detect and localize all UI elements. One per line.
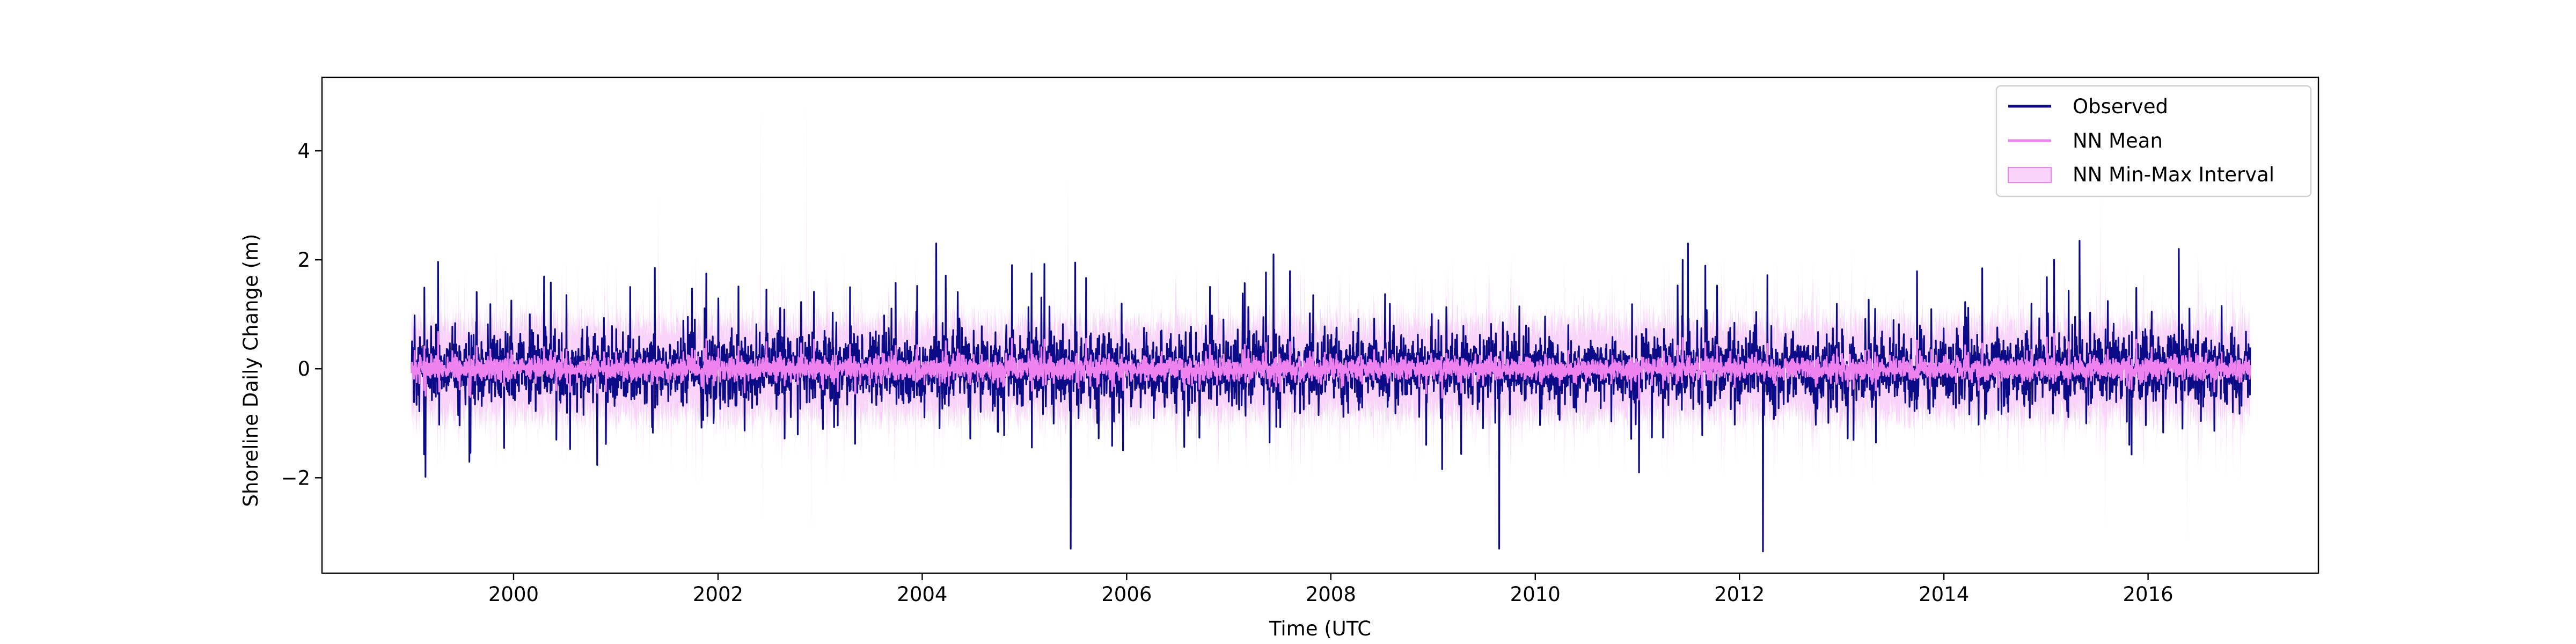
legend-nn-interval-label: NN Min-Max Interval xyxy=(2073,163,2274,186)
x-tick-label: 2006 xyxy=(1101,583,1152,606)
legend-observed-label: Observed xyxy=(2073,95,2168,118)
x-tick-label: 2016 xyxy=(2123,583,2174,606)
x-axis: 2000 2002 2004 2006 2008 2010 2012 2014 2016 xyxy=(488,573,2174,606)
x-tick-label: 2002 xyxy=(693,583,743,606)
y-axis: −2 0 2 4 xyxy=(281,140,322,489)
x-tick-label: 2010 xyxy=(1510,583,1561,606)
x-tick-label: 2012 xyxy=(1714,583,1765,606)
plot-frame xyxy=(321,76,2319,574)
y-axis-label: Shoreline Daily Change (m) xyxy=(239,234,262,507)
nn-mean-series-line xyxy=(411,331,2251,401)
x-tick-label: 2000 xyxy=(488,583,539,606)
y-tick-label: −2 xyxy=(281,466,310,489)
legend: Observed NN Mean NN Min-Max Interval xyxy=(1995,85,2312,197)
x-axis-label: Time (UTC xyxy=(1269,617,1371,640)
y-tick-label: 0 xyxy=(297,357,310,380)
nn-min-max-interval-band xyxy=(411,99,2250,549)
y-tick-label: 4 xyxy=(297,140,310,163)
x-tick-label: 2014 xyxy=(1919,583,1969,606)
x-tick-label: 2004 xyxy=(897,583,947,606)
x-tick-label: 2008 xyxy=(1306,583,1356,606)
plot-layer xyxy=(411,99,2251,553)
legend-nn-mean-label: NN Mean xyxy=(2073,129,2163,152)
y-tick-label: 2 xyxy=(297,248,310,272)
legend-nn-interval-swatch xyxy=(2008,167,2052,183)
legend-box xyxy=(1995,85,2312,197)
